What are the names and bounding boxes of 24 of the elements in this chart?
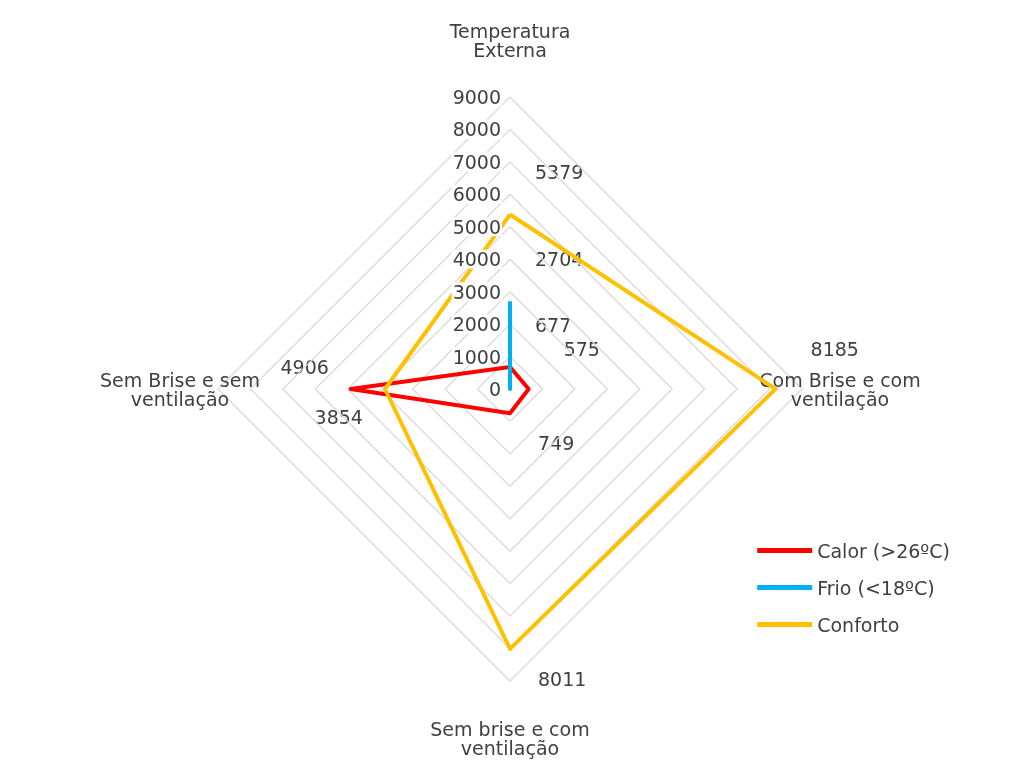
spoke-label: Sem Brise e sem ventilação xyxy=(100,368,260,410)
data-label: 8011 xyxy=(538,667,587,690)
y-tick-label: 9000 xyxy=(452,86,501,108)
legend-label: Conforto xyxy=(817,613,900,636)
data-label: 575 xyxy=(563,338,600,360)
spoke-label: Sem brise e com ventilação xyxy=(430,717,590,759)
y-tick-label: 0 xyxy=(488,378,501,400)
y-tick-label: 6000 xyxy=(452,183,501,206)
legend-label: Frio (<18ºC) xyxy=(817,576,935,599)
data-label: 8185 xyxy=(810,338,859,360)
data-label: 3854 xyxy=(314,406,363,428)
y-tick-label: 4000 xyxy=(452,248,501,271)
data-label: 749 xyxy=(538,432,575,455)
data-label: 677 xyxy=(535,314,572,337)
y-tick-label: 2000 xyxy=(452,313,501,336)
spoke-label: Temperatura Externa xyxy=(448,19,571,61)
y-tick-label: 1000 xyxy=(452,345,501,368)
y-tick-label: 5000 xyxy=(452,215,501,238)
data-label: 5379 xyxy=(535,161,584,184)
y-tick-label: 3000 xyxy=(452,280,501,303)
legend-label: Calor (>26ºC) xyxy=(817,539,951,562)
y-tick-label: 8000 xyxy=(452,118,501,141)
data-label: 4906 xyxy=(280,356,329,378)
y-tick-label: 7000 xyxy=(452,150,501,173)
